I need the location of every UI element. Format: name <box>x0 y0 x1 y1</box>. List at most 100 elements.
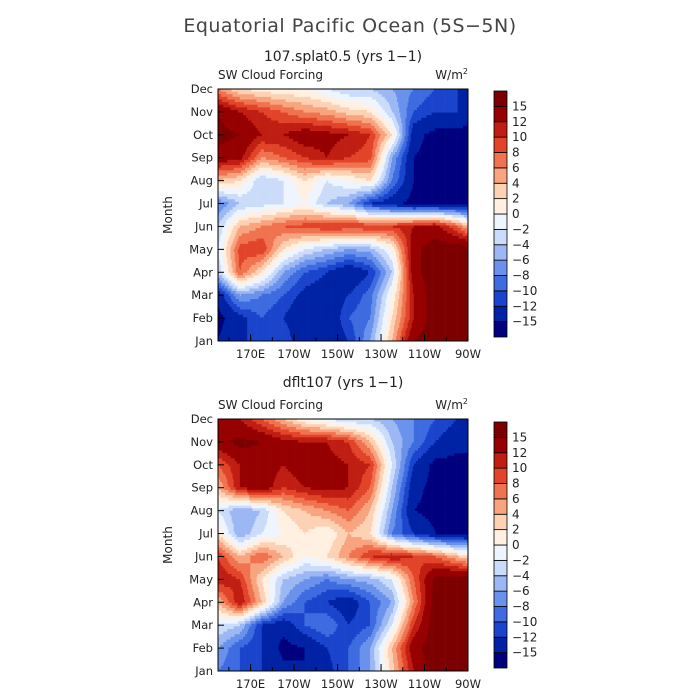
heatmap-cell <box>247 123 249 127</box>
heatmap-cell <box>318 91 320 95</box>
heatmap-cell <box>449 125 451 129</box>
heatmap-cell <box>327 125 329 129</box>
heatmap-cell <box>253 107 255 111</box>
heatmap-cell <box>353 128 355 132</box>
heatmap-cell <box>327 128 329 132</box>
heatmap-cell <box>383 125 386 129</box>
heatmap-cell <box>403 110 405 113</box>
heatmap-cell <box>321 117 323 121</box>
heatmap-cell <box>379 110 381 113</box>
heatmap-cell <box>301 89 303 92</box>
heatmap-cell <box>403 115 405 119</box>
heatmap-cell <box>430 120 432 124</box>
heatmap-cell <box>433 89 436 92</box>
heatmap-cell <box>407 128 409 132</box>
heatmap-cell <box>402 117 404 121</box>
heatmap-cell <box>331 94 333 98</box>
heatmap-cell <box>223 131 225 134</box>
heatmap-cell <box>262 107 265 111</box>
heatmap-cell <box>227 102 229 106</box>
heatmap-cell <box>426 91 428 95</box>
heatmap-cell <box>260 89 263 92</box>
heatmap-cell <box>407 120 409 124</box>
heatmap-cell <box>231 110 233 113</box>
heatmap-cell <box>344 120 346 124</box>
heatmap-cell <box>259 89 262 92</box>
heatmap-cell <box>351 96 353 100</box>
heatmap-cell <box>245 107 247 111</box>
heatmap-cell <box>233 102 236 106</box>
heatmap-cell <box>313 115 316 119</box>
heatmap-cell <box>430 112 432 116</box>
heatmap-cell <box>397 120 399 124</box>
heatmap-cell <box>381 99 383 103</box>
heatmap-cell <box>408 89 411 92</box>
heatmap-cell <box>388 96 391 100</box>
heatmap-cell <box>271 107 273 111</box>
heatmap-cell <box>345 112 347 116</box>
heatmap-cell <box>314 107 317 111</box>
heatmap-cell <box>370 94 372 98</box>
heatmap-cell <box>422 123 424 127</box>
heatmap-cell <box>296 107 298 111</box>
heatmap-cell <box>371 117 373 121</box>
heatmap-cell <box>430 115 432 119</box>
heatmap-cell <box>382 123 384 127</box>
heatmap-cell <box>252 96 254 100</box>
heatmap-cell <box>462 128 465 132</box>
heatmap-cell <box>336 128 339 132</box>
heatmap-cell <box>372 96 374 100</box>
heatmap-cell <box>437 107 440 111</box>
heatmap-cell <box>464 115 467 119</box>
heatmap-cell <box>449 91 451 95</box>
heatmap-cell <box>380 89 382 92</box>
heatmap-cell <box>462 112 465 116</box>
heatmap-cell <box>244 128 246 132</box>
heatmap-cell <box>322 89 324 92</box>
heatmap-cell <box>407 123 409 127</box>
heatmap-cell <box>273 104 275 108</box>
heatmap-cell <box>402 96 404 100</box>
heatmap-cell <box>272 107 274 111</box>
heatmap-cell <box>362 117 365 121</box>
heatmap-cell <box>458 123 461 127</box>
heatmap-cell <box>390 104 393 108</box>
heatmap-cell <box>361 123 364 127</box>
heatmap-cell <box>405 120 407 124</box>
heatmap-cell <box>347 120 349 124</box>
heatmap-cell <box>269 123 271 127</box>
heatmap-cell <box>298 99 300 103</box>
heatmap-cell <box>462 91 465 95</box>
heatmap-cell <box>256 110 258 113</box>
heatmap-cell <box>336 107 339 111</box>
heatmap-cell <box>313 102 316 106</box>
heatmap-cell <box>415 91 418 95</box>
heatmap-cell <box>452 104 454 108</box>
heatmap-cell <box>277 115 279 119</box>
heatmap-cell <box>445 102 447 106</box>
heatmap-cell <box>273 115 275 119</box>
heatmap-cell <box>338 110 341 113</box>
heatmap-cell <box>373 110 375 113</box>
heatmap-cell <box>248 91 250 95</box>
heatmap-cell <box>223 96 225 100</box>
heatmap-cell <box>394 110 396 113</box>
heatmap-cell <box>231 120 233 124</box>
heatmap-cell <box>416 91 419 95</box>
heatmap-cell <box>439 102 442 106</box>
heatmap-cell <box>420 91 422 95</box>
heatmap-cell <box>315 112 318 116</box>
heatmap-cell <box>371 120 373 124</box>
heatmap-cell <box>382 102 384 106</box>
heatmap-cell <box>286 110 289 113</box>
heatmap-cell <box>402 107 404 111</box>
heatmap-cell <box>464 94 467 98</box>
heatmap-cell <box>313 117 316 121</box>
heatmap-cell <box>287 120 290 124</box>
heatmap-cell <box>260 110 263 113</box>
heatmap-cell <box>276 96 278 100</box>
heatmap-cell <box>280 117 282 121</box>
heatmap-cell <box>258 128 261 132</box>
heatmap-cell <box>382 115 384 119</box>
heatmap-cell <box>441 110 444 113</box>
